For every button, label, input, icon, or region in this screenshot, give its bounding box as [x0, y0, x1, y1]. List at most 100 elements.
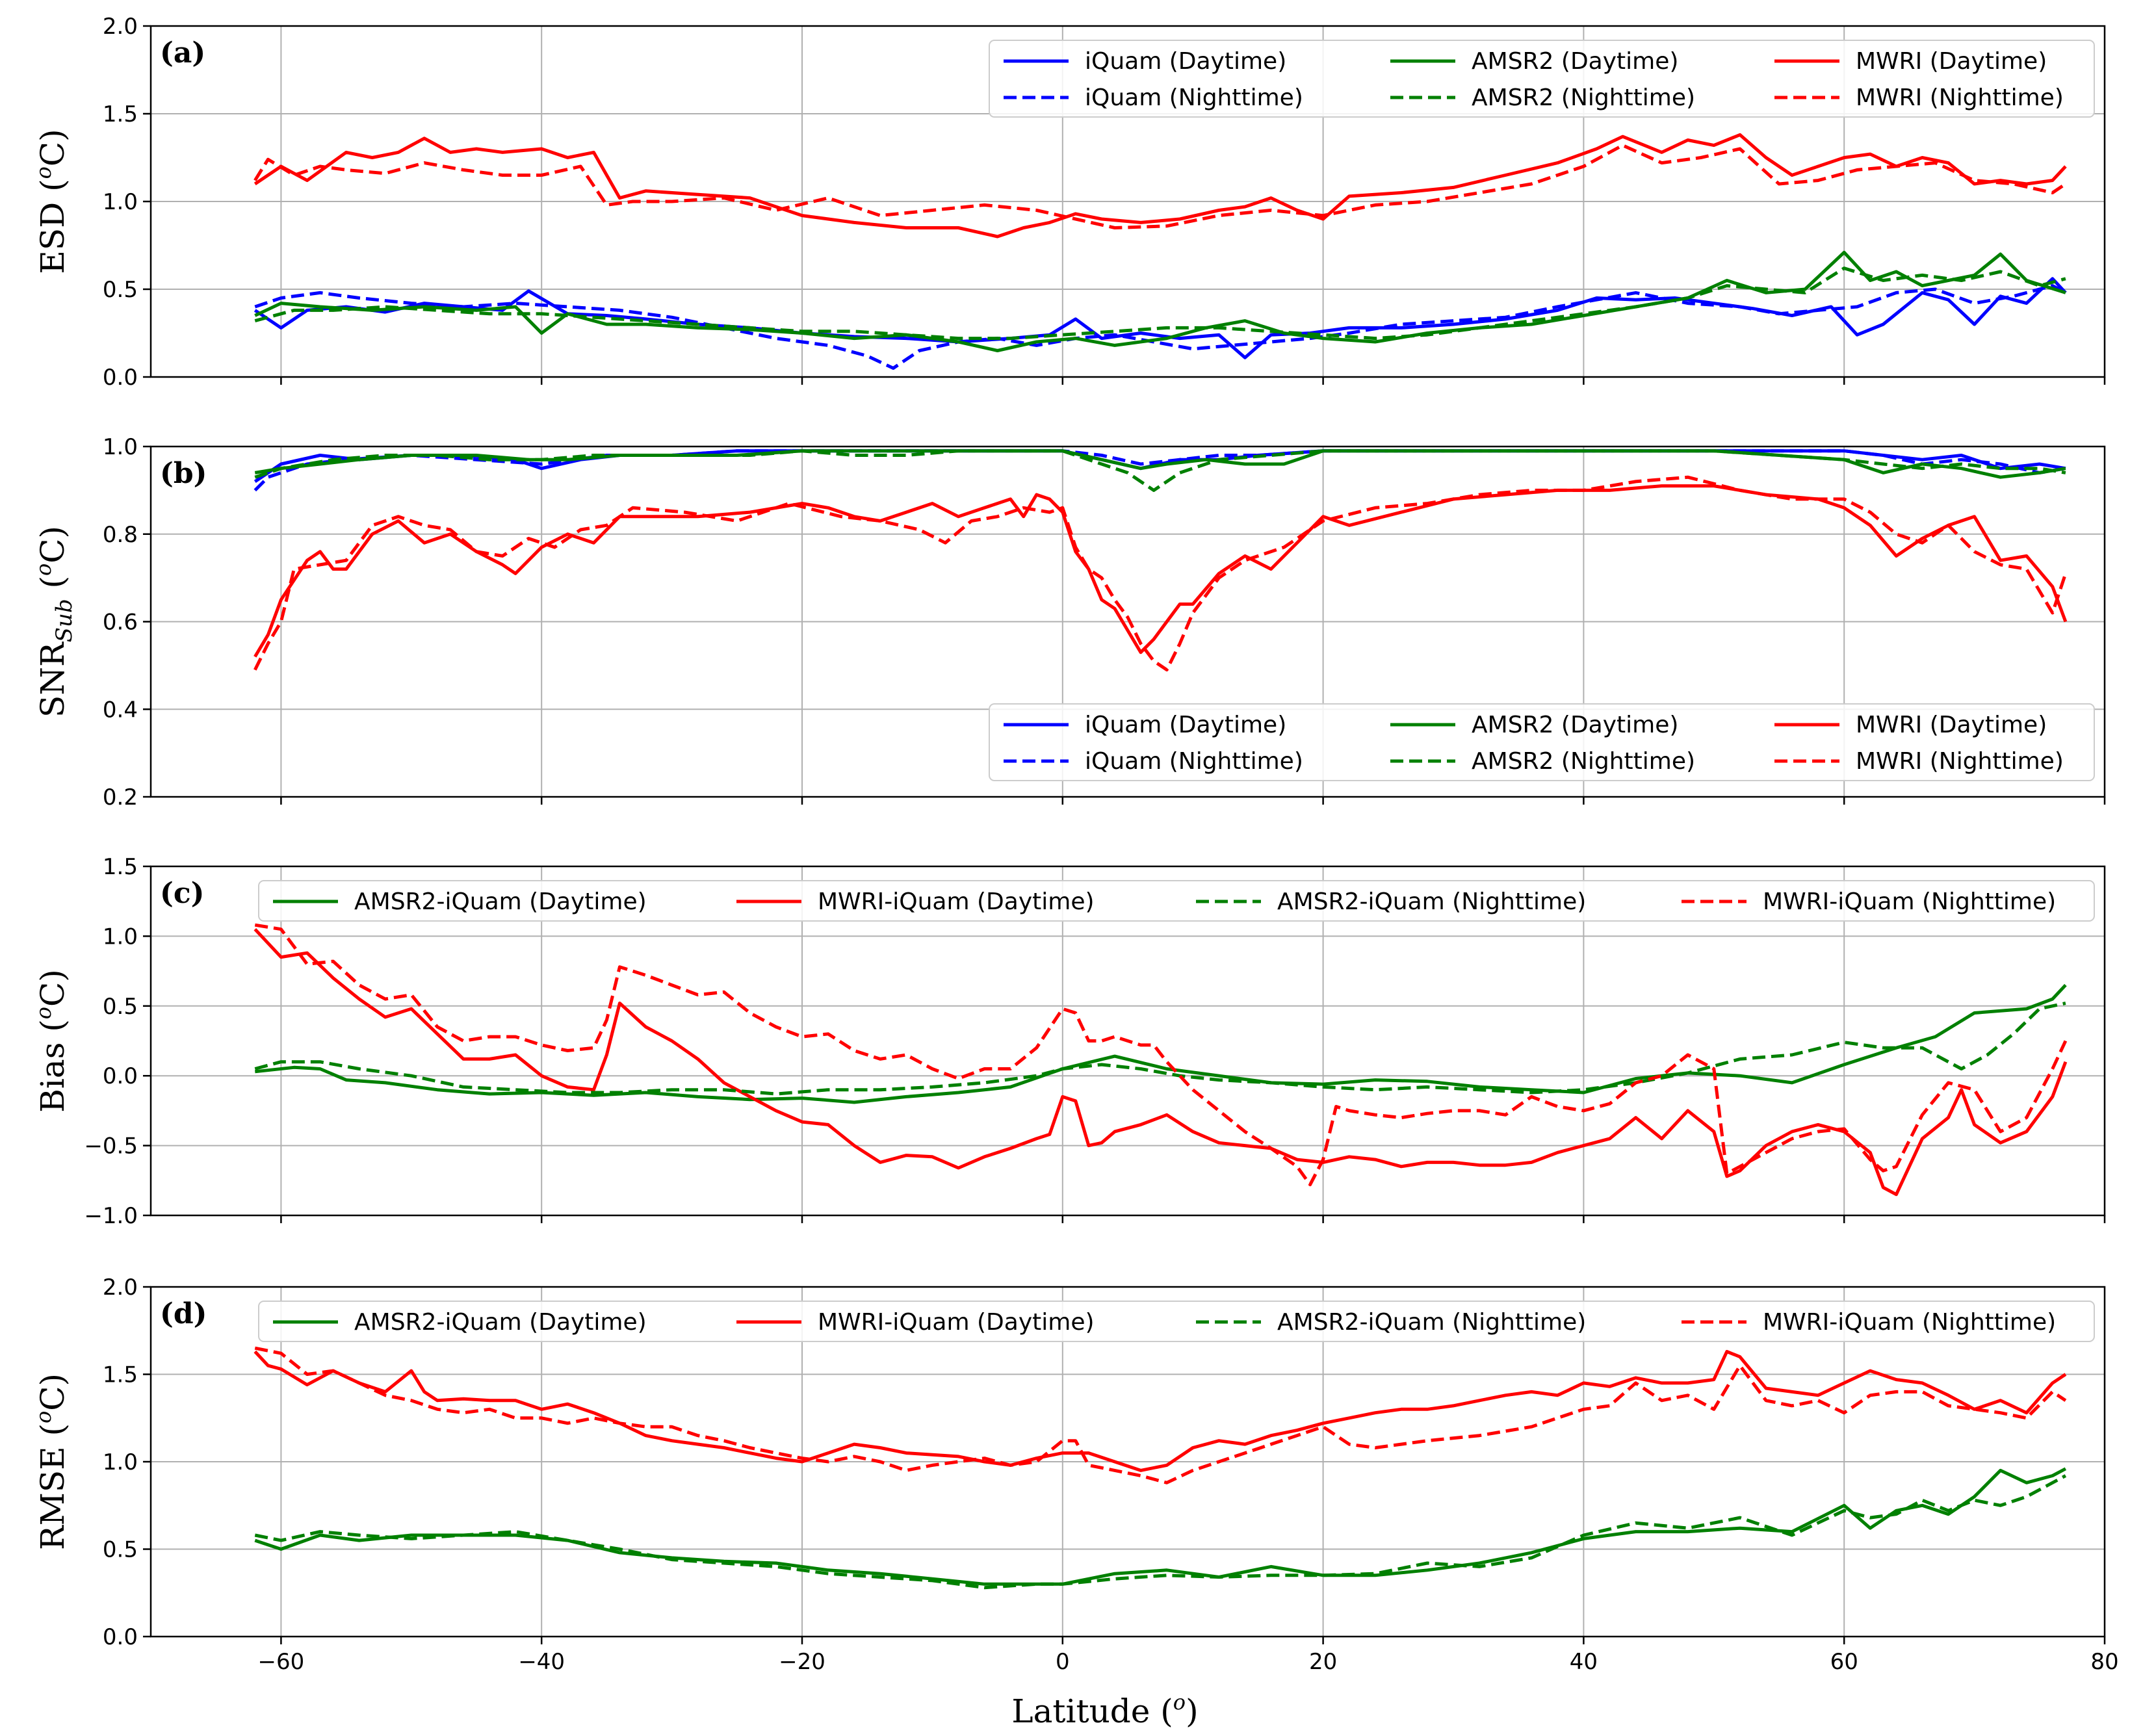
legend-box — [258, 1301, 2095, 1342]
legend-item: iQuam (Nighttime) — [1004, 84, 1303, 111]
y-tick-label: 0.0 — [103, 1063, 138, 1089]
y-tick-label: 0.4 — [103, 697, 138, 723]
legend-label: iQuam (Nighttime) — [1085, 748, 1303, 775]
y-tick-label: 0.5 — [103, 994, 138, 1020]
y-tick-label: −0.5 — [84, 1134, 138, 1159]
legend-label: MWRI (Nighttime) — [1856, 748, 2064, 775]
y-axis-title: Bias (oC) — [31, 969, 71, 1113]
y-axis-title: SNRSub (oC) — [31, 526, 77, 718]
series-line-amsr2-nighttime — [254, 449, 2066, 492]
series-line-amsr2-iquam-nighttime — [254, 1474, 2067, 1590]
y-axis-title: RMSE (oC) — [31, 1373, 71, 1550]
legend-label: AMSR2 (Daytime) — [1472, 48, 1678, 75]
legend-item: MWRI-iQuam (Daytime) — [736, 1309, 1095, 1336]
series-lines — [253, 923, 2068, 1197]
x-tick-label: 0 — [1056, 1649, 1070, 1675]
legend-item: AMSR2 (Daytime) — [1390, 48, 1678, 75]
x-tick-label: 80 — [2090, 1649, 2118, 1675]
legend-label: MWRI-iQuam (Nighttime) — [1763, 1309, 2056, 1336]
panels: 0.0 0.5 1.0 1.5 2.0 (a) ESD (oC) iQuam (Daytime… — [31, 14, 2119, 1675]
y-tick-label: 0.0 — [103, 1624, 138, 1650]
series-line-mwri-iquam-daytime — [253, 1350, 2067, 1472]
legend-label: MWRI-iQuam (Nighttime) — [1763, 888, 2056, 915]
legend: AMSR2-iQuam (Daytime) MWRI-iQuam (Daytime… — [258, 880, 2095, 922]
plot-frame — [149, 25, 2106, 378]
legend-item: MWRI (Nighttime) — [1774, 84, 2064, 111]
series-line-mwri-daytime — [253, 133, 2067, 239]
x-tick-label: 20 — [1309, 1649, 1337, 1675]
plot-frame — [149, 445, 2106, 798]
series-line-mwri-daytime — [253, 484, 2068, 658]
legend: iQuam (Daytime) iQuam (Nighttime) AMSR2 (D… — [989, 703, 2095, 781]
panel-tag: (a) — [160, 36, 205, 70]
legend-item: iQuam (Daytime) — [1004, 48, 1286, 75]
y-tick-label: 0.6 — [103, 610, 138, 636]
series-line-amsr2-iquam-daytime — [255, 983, 2067, 1104]
x-tick-label: −40 — [518, 1649, 565, 1675]
plot-frame — [149, 865, 2106, 1217]
legend-label: AMSR2 (Daytime) — [1472, 712, 1678, 738]
y-tick-label: 1.0 — [103, 434, 138, 460]
series-line-amsr2-daytime — [254, 449, 2066, 479]
y-axis-title: ESD (oC) — [31, 129, 71, 274]
series-line-amsr2-nighttime — [254, 266, 2066, 341]
y-tick-label: 2.0 — [103, 1275, 138, 1301]
legend-item: AMSR2 (Nighttime) — [1390, 748, 1695, 775]
series-line-iquam-daytime — [253, 277, 2067, 359]
y-tick-label: 2.0 — [103, 14, 138, 40]
y-tick-label: 0.5 — [103, 277, 138, 303]
series-line-mwri-iquam-nighttime — [254, 1346, 2067, 1484]
legend-label: iQuam (Daytime) — [1085, 48, 1286, 75]
panel-b: 0.2 0.4 0.6 0.8 1.0 (b) SNRSub (oC) iQuam (Dayt… — [31, 434, 2106, 810]
x-tick-label: −20 — [779, 1649, 825, 1675]
legend-label: AMSR2-iQuam (Nighttime) — [1277, 1309, 1586, 1336]
legend-box — [258, 880, 2095, 922]
legend-item: MWRI-iQuam (Nighttime) — [1682, 1309, 2056, 1336]
series-lines — [253, 449, 2068, 672]
series-lines — [253, 133, 2067, 370]
series-line-amsr2-iquam-nighttime — [254, 1002, 2066, 1096]
plot-frame — [149, 1286, 2106, 1638]
y-tick-label: 1.0 — [103, 924, 138, 950]
y-tick-label: 0.2 — [103, 784, 138, 810]
y-tick-label: 1.0 — [103, 189, 138, 215]
y-tick-label: 1.5 — [103, 101, 138, 127]
series-line-amsr2-iquam-daytime — [254, 1467, 2067, 1586]
panel-a: 0.0 0.5 1.0 1.5 2.0 (a) ESD (oC) iQuam (Daytime… — [31, 14, 2106, 391]
legend-item: iQuam (Daytime) — [1004, 712, 1286, 738]
legend-label: AMSR2-iQuam (Daytime) — [354, 888, 647, 915]
y-tick-label: 1.5 — [103, 1362, 138, 1388]
legend-label: iQuam (Daytime) — [1085, 712, 1286, 738]
legend-label: AMSR2 (Nighttime) — [1472, 84, 1695, 111]
series-line-iquam-nighttime — [254, 284, 2067, 370]
legend-item: AMSR2-iQuam (Nighttime) — [1196, 1309, 1586, 1336]
legend-label: AMSR2-iQuam (Nighttime) — [1277, 888, 1586, 915]
y-tick-label: 0.5 — [103, 1537, 138, 1563]
legend-label: MWRI (Nighttime) — [1856, 84, 2064, 111]
legend-label: AMSR2-iQuam (Daytime) — [354, 1309, 647, 1336]
legend-label: MWRI-iQuam (Daytime) — [818, 888, 1095, 915]
series-line-mwri-iquam-daytime — [253, 927, 2068, 1197]
x-tick-label: 40 — [1570, 1649, 1598, 1675]
legend: iQuam (Daytime) iQuam (Nighttime) AMSR2 (D… — [989, 40, 2095, 118]
legend-item: AMSR2-iQuam (Daytime) — [273, 1309, 647, 1336]
x-tick-label: −60 — [258, 1649, 305, 1675]
legend-item: AMSR2-iQuam (Nighttime) — [1196, 888, 1586, 915]
legend-item: MWRI (Daytime) — [1774, 48, 2047, 75]
legend: AMSR2-iQuam (Daytime) MWRI-iQuam (Daytime… — [258, 1301, 2095, 1342]
legend-label: MWRI (Daytime) — [1856, 712, 2047, 738]
legend-item: iQuam (Nighttime) — [1004, 748, 1303, 775]
legend-item: MWRI-iQuam (Nighttime) — [1682, 888, 2056, 915]
panel-c: −1.0 −0.5 0.0 0.5 1.0 1.5 (c) Bias (oC) AMSR2-iQ… — [31, 854, 2106, 1229]
legend-label: MWRI (Daytime) — [1856, 48, 2047, 75]
x-tick-label: 60 — [1830, 1649, 1858, 1675]
legend-item: MWRI (Daytime) — [1774, 712, 2047, 738]
legend-label: MWRI-iQuam (Daytime) — [818, 1309, 1095, 1336]
y-tick-label: −1.0 — [84, 1203, 138, 1229]
legend-item: MWRI-iQuam (Daytime) — [736, 888, 1095, 915]
series-line-iquam-nighttime — [253, 449, 2066, 492]
panel-d: −60 −40 −20 0 20 40 60 80 0.0 0.5 1.0 1.5 2.0 (d) RMSE… — [31, 1275, 2119, 1675]
panel-tag: (d) — [160, 1297, 207, 1330]
legend-item: AMSR2 (Daytime) — [1390, 712, 1678, 738]
